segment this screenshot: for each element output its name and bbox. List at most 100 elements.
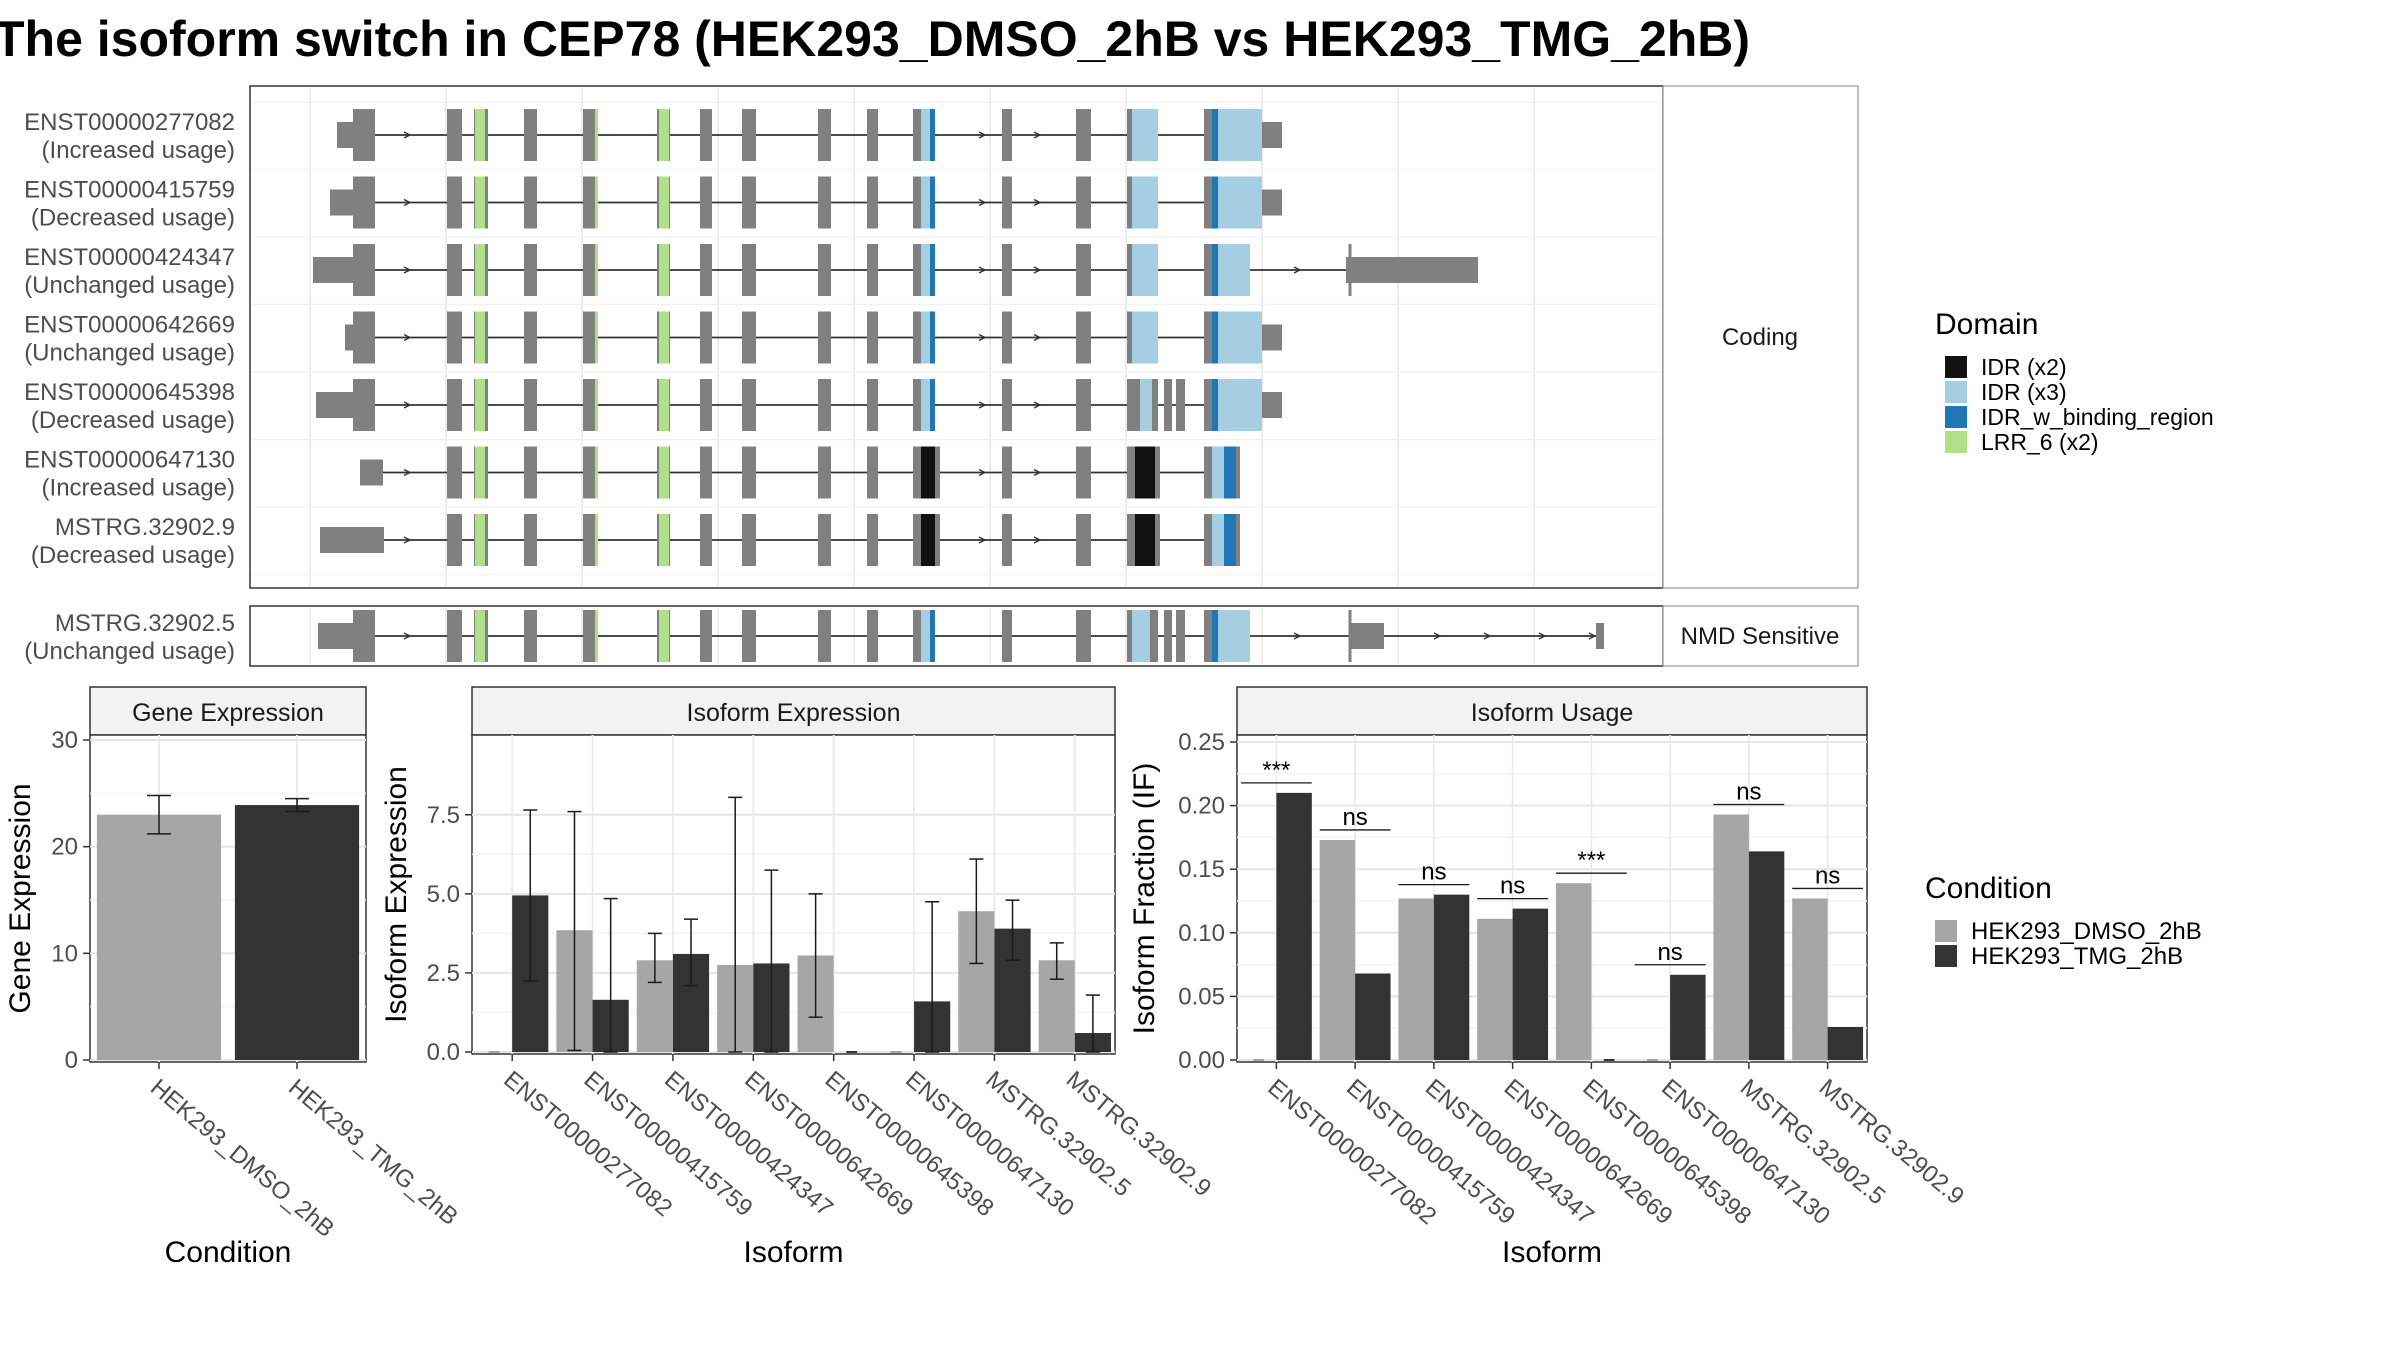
strand-arrow	[403, 266, 412, 274]
bar	[1319, 839, 1356, 1060]
error-bar	[925, 900, 940, 1053]
isoform-usage-chart: Isoform Usage 0.00 0.05 0.10 0.15 0.20 0.25 ***…	[1128, 686, 1969, 1269]
domain-block	[475, 379, 485, 431]
coding-exon	[700, 446, 712, 499]
domain-block	[595, 514, 598, 566]
coding-exon	[1002, 109, 1012, 161]
domain-block	[921, 446, 935, 499]
domain-block	[921, 244, 930, 296]
significance-marker: ns	[1319, 804, 1391, 831]
bar	[1398, 898, 1434, 1060]
utr-exon	[1262, 392, 1282, 418]
x-axis-title: Isoform	[1502, 1236, 1602, 1269]
coding-exon	[700, 176, 712, 229]
coding-exon	[1002, 379, 1012, 431]
coding-exon	[447, 610, 462, 662]
coding-exon	[1002, 514, 1012, 566]
transcript-structure	[320, 514, 1240, 566]
domain-block	[1212, 109, 1218, 161]
strand-arrow	[1293, 632, 1302, 640]
significance-marker: ns	[1792, 862, 1864, 889]
condition-legend-title: Condition	[1925, 872, 2052, 905]
utr-exon	[330, 189, 353, 216]
domain-block	[1212, 244, 1218, 296]
coding-exon	[867, 311, 878, 364]
coding-exon	[1176, 610, 1185, 662]
x-axis-title: Isoform	[743, 1236, 843, 1269]
transcript-usage-label: (Decreased usage)	[31, 407, 235, 434]
domain-block	[595, 379, 598, 431]
transcript-id-label: MSTRG.32902.9	[55, 514, 235, 541]
significance-label: ns	[1342, 804, 1367, 831]
significance-marker: ***	[1240, 757, 1312, 784]
significance-marker: ***	[1555, 847, 1627, 874]
y-tick-label: 5.0	[427, 881, 460, 908]
domain-block	[930, 244, 935, 296]
strand-arrow	[978, 131, 987, 139]
coding-exon	[867, 109, 878, 161]
domain-block	[930, 379, 935, 431]
coding-exon	[818, 176, 831, 229]
nmd-strip	[1662, 605, 1859, 667]
coding-exon	[1076, 446, 1091, 499]
y-tick-label: 0.00	[1178, 1047, 1225, 1074]
error-bar	[1049, 942, 1064, 980]
domain-block	[1140, 379, 1152, 431]
coding-exon	[583, 109, 598, 161]
error-bar	[1085, 994, 1100, 1053]
domain-block	[921, 109, 930, 161]
error-bar	[567, 810, 582, 1052]
domain-block	[1135, 446, 1155, 499]
coding-exon	[1076, 244, 1091, 296]
utr-exon	[345, 324, 353, 351]
coding-exon	[524, 379, 537, 431]
strand-arrow	[1033, 468, 1042, 477]
transcript-id-label: ENST00000277082	[24, 109, 235, 136]
strand-arrow	[403, 401, 412, 409]
domain-block	[595, 311, 598, 364]
y-axis-title: Gene Expression	[4, 783, 37, 1013]
coding-exon	[700, 311, 712, 364]
domain-block	[659, 244, 669, 296]
error-bar	[764, 869, 779, 1053]
domain-block	[1132, 311, 1158, 364]
strand-arrow	[978, 333, 987, 342]
strand-arrow	[978, 536, 987, 544]
transcript-structure	[316, 379, 1282, 431]
y-tick-label: 0.10	[1178, 920, 1225, 947]
coding-exon	[742, 446, 756, 499]
strand-arrow	[1033, 333, 1042, 342]
coding-exon	[867, 379, 878, 431]
strand-arrow	[403, 536, 412, 544]
coding-exon	[583, 514, 598, 566]
bar	[234, 805, 360, 1060]
significance-marker: ns	[1713, 779, 1785, 806]
y-axis-title: Isoform Expression	[380, 766, 413, 1023]
coding-exon	[867, 176, 878, 229]
domain-legend-swatch	[1945, 356, 1967, 378]
domain-block	[930, 109, 935, 161]
coding-exon	[353, 610, 375, 662]
y-tick-label: 10	[51, 940, 78, 967]
x-tick-label: MSTRG.32902.9	[1814, 1074, 1969, 1210]
coding-exon	[1002, 176, 1012, 229]
strand-arrow	[978, 198, 987, 207]
strand-arrow	[1033, 266, 1042, 274]
y-tick-label: 0.20	[1178, 793, 1225, 820]
utr-exon	[313, 257, 353, 283]
coding-exon	[742, 109, 756, 161]
bar	[1713, 814, 1749, 1060]
bar	[1555, 883, 1592, 1060]
coding-exon	[1002, 610, 1012, 662]
coding-exon	[1176, 379, 1185, 431]
transcript-structure	[360, 446, 1240, 499]
transcript-structure	[337, 109, 1282, 161]
utr-exon	[1350, 623, 1384, 649]
y-tick-label: 30	[51, 727, 78, 754]
strand-arrow	[1483, 632, 1492, 640]
coding-exon	[742, 176, 756, 229]
domain-legend-label: IDR (x3)	[1981, 379, 2067, 405]
